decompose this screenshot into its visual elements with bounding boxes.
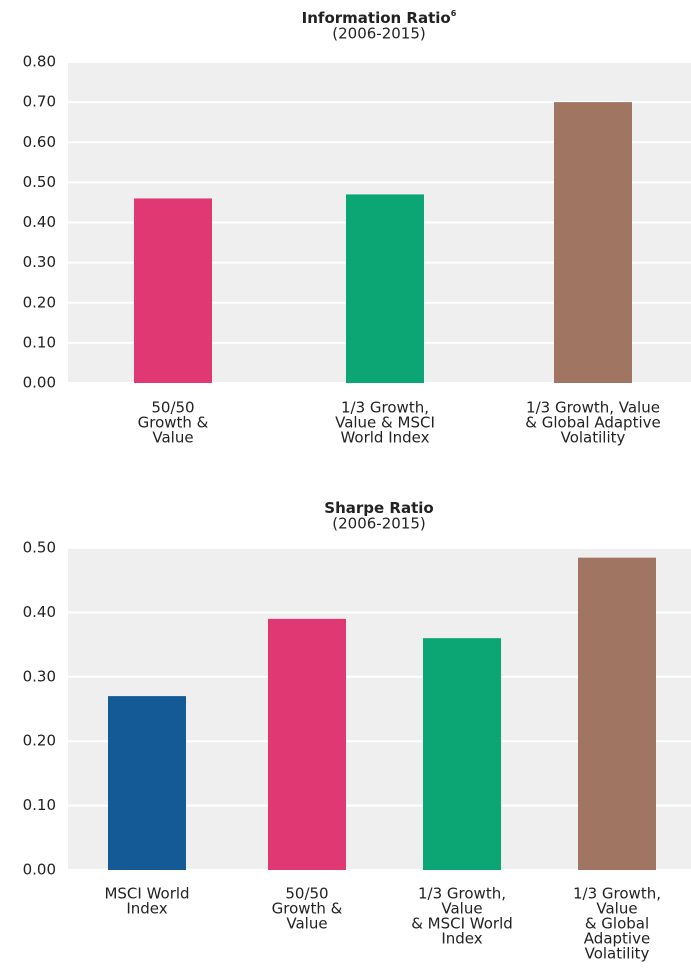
- x-tick-label: Value: [286, 915, 327, 933]
- x-tick-label: Value & MSCI: [335, 414, 435, 432]
- y-tick-label: 0.60: [23, 133, 56, 151]
- x-tick-label: Value: [152, 429, 193, 447]
- y-tick-label: 0.00: [23, 861, 56, 879]
- x-tick-label: Growth &: [272, 900, 343, 918]
- y-tick-label: 0.50: [23, 539, 56, 557]
- bar: [108, 696, 186, 870]
- bar: [134, 198, 212, 383]
- x-tick-label: 1/3 Growth, Value: [526, 399, 660, 417]
- y-tick-label: 0.40: [23, 603, 56, 621]
- bar: [423, 638, 501, 870]
- x-tick-label: Adaptive: [584, 930, 650, 948]
- y-tick-label: 0.70: [23, 93, 56, 111]
- y-tick-label: 0.10: [23, 796, 56, 814]
- x-tick-label: 1/3 Growth,: [341, 399, 429, 417]
- y-tick-label: 0.30: [23, 667, 56, 685]
- y-tick-label: 0.80: [23, 53, 56, 71]
- bar: [268, 618, 346, 870]
- bar: [554, 102, 632, 383]
- title-text: Sharpe Ratio: [324, 499, 433, 517]
- title-footnote: 6: [451, 9, 457, 18]
- chart-subtitle: (2006-2015): [332, 515, 425, 533]
- x-tick-label: & Global: [585, 915, 649, 933]
- x-tick-label: 50/50: [151, 399, 194, 417]
- x-tick-label: World Index: [340, 429, 429, 447]
- x-tick-label: 1/3 Growth,: [418, 885, 506, 903]
- chart-subtitle: (2006-2015): [332, 25, 425, 43]
- x-tick-label: Volatility: [561, 429, 626, 447]
- y-tick-label: 0.40: [23, 213, 56, 231]
- x-tick-label: & MSCI World: [411, 915, 513, 933]
- chart-title: Sharpe Ratio: [324, 499, 433, 517]
- y-tick-label: 0.50: [23, 173, 56, 191]
- x-tick-label: 1/3 Growth,: [573, 885, 661, 903]
- bar: [346, 194, 424, 383]
- x-tick-label: MSCI World: [104, 885, 189, 903]
- x-tick-label: Volatility: [585, 945, 650, 963]
- title-text: Information Ratio: [302, 9, 451, 27]
- y-tick-label: 0.20: [23, 732, 56, 750]
- y-tick-label: 0.20: [23, 293, 56, 311]
- x-tick-label: & Global Adaptive: [525, 414, 660, 432]
- y-tick-label: 0.00: [23, 374, 56, 392]
- x-tick-label: Index: [126, 900, 167, 918]
- bar: [578, 557, 656, 870]
- x-tick-label: Value: [596, 900, 637, 918]
- x-tick-label: Value: [441, 900, 482, 918]
- y-tick-label: 0.10: [23, 333, 56, 351]
- x-tick-label: 50/50: [285, 885, 328, 903]
- x-tick-label: Index: [441, 930, 482, 948]
- y-tick-label: 0.30: [23, 253, 56, 271]
- x-tick-label: Growth &: [138, 414, 209, 432]
- chart-title: Information Ratio6: [302, 9, 457, 27]
